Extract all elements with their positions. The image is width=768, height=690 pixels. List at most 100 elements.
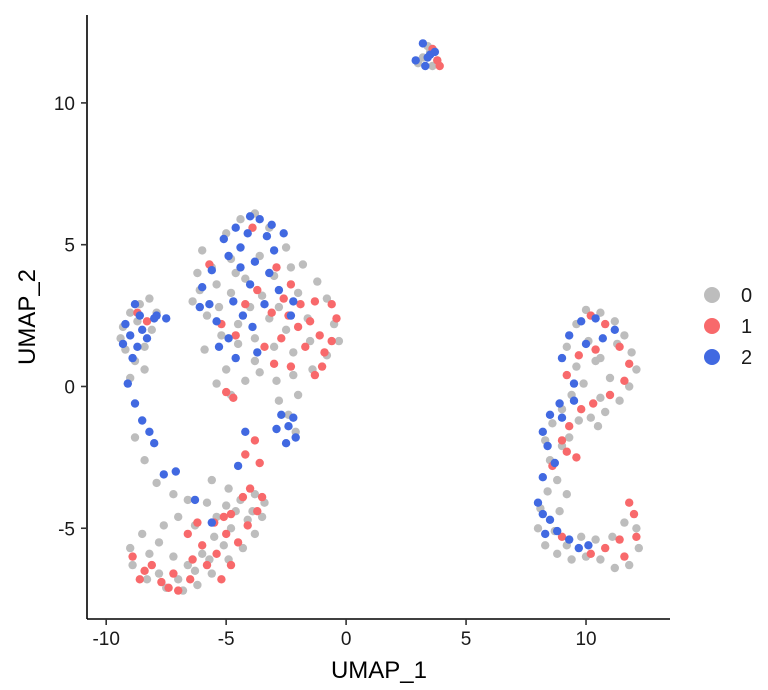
point-cluster-2 — [248, 322, 257, 332]
point-cluster-1 — [327, 300, 336, 309]
point-cluster-0 — [202, 311, 212, 320]
point-cluster-2 — [214, 342, 224, 351]
point-cluster-0 — [634, 543, 643, 553]
point-cluster-2 — [171, 467, 180, 476]
point-cluster-1 — [562, 447, 571, 456]
point-cluster-1 — [562, 370, 571, 380]
point-cluster-0 — [553, 475, 562, 485]
point-cluster-0 — [632, 524, 641, 533]
y-tick-label: 10 — [54, 94, 75, 115]
point-cluster-1 — [632, 532, 641, 541]
point-cluster-0 — [226, 288, 236, 298]
point-cluster-1 — [253, 285, 262, 295]
point-cluster-0 — [193, 580, 202, 590]
point-cluster-2 — [565, 331, 574, 340]
ticks-layer: -10 -5 0 5 10 -5 0 5 10 — [54, 94, 597, 650]
point-cluster-2 — [130, 300, 140, 309]
point-cluster-1 — [577, 405, 586, 414]
point-cluster-1 — [188, 555, 197, 564]
point-cluster-1 — [310, 370, 320, 380]
point-cluster-2 — [198, 283, 207, 292]
x-tick-label: 10 — [575, 629, 596, 650]
point-cluster-2 — [577, 317, 586, 326]
point-cluster-0 — [615, 396, 624, 405]
point-cluster-1 — [238, 492, 248, 502]
point-cluster-0 — [313, 277, 322, 286]
point-cluster-0 — [567, 555, 576, 564]
point-cluster-0 — [231, 268, 240, 278]
point-cluster-0 — [581, 305, 591, 315]
point-cluster-0 — [147, 325, 156, 334]
point-cluster-0 — [574, 416, 583, 425]
series-1 — [128, 44, 641, 595]
point-cluster-1 — [248, 223, 257, 232]
legend-swatch — [704, 287, 720, 303]
point-cluster-2 — [557, 353, 567, 363]
point-cluster-1 — [231, 331, 240, 340]
point-cluster-0 — [241, 376, 250, 385]
point-cluster-2 — [286, 311, 296, 320]
point-cluster-2 — [591, 314, 600, 323]
point-cluster-2 — [553, 526, 562, 536]
point-cluster-1 — [267, 308, 276, 317]
x-tick-label: 0 — [341, 629, 352, 650]
point-cluster-2 — [253, 348, 262, 357]
x-tick-label: -5 — [218, 629, 235, 650]
point-cluster-1 — [279, 294, 288, 303]
point-cluster-0 — [250, 356, 260, 366]
point-cluster-2 — [138, 325, 147, 334]
point-cluster-1 — [320, 348, 329, 357]
point-cluster-2 — [145, 427, 154, 436]
point-cluster-0 — [555, 507, 564, 516]
point-cluster-0 — [596, 555, 605, 564]
point-cluster-1 — [589, 399, 598, 408]
point-cluster-0 — [202, 498, 212, 507]
point-cluster-0 — [219, 541, 228, 550]
point-cluster-0 — [159, 521, 168, 530]
point-cluster-2 — [557, 413, 567, 422]
point-cluster-0 — [250, 490, 260, 499]
point-cluster-0 — [334, 336, 344, 346]
point-cluster-2 — [243, 229, 252, 238]
point-cluster-2 — [281, 439, 291, 448]
point-cluster-2 — [574, 543, 583, 553]
point-cluster-0 — [236, 215, 245, 224]
series-0 — [116, 42, 643, 595]
point-cluster-0 — [212, 280, 221, 289]
point-cluster-0 — [322, 294, 332, 303]
point-cluster-1 — [253, 507, 262, 516]
point-cluster-0 — [605, 373, 615, 383]
point-cluster-0 — [632, 365, 641, 374]
point-cluster-2 — [245, 212, 255, 221]
point-cluster-1 — [219, 512, 228, 522]
point-cluster-0 — [293, 288, 303, 298]
point-cluster-0 — [572, 362, 581, 371]
point-cluster-2 — [138, 416, 147, 425]
point-cluster-0 — [579, 379, 588, 388]
point-cluster-0 — [281, 243, 291, 252]
point-cluster-2 — [150, 439, 159, 448]
point-cluster-2 — [545, 515, 555, 524]
point-cluster-1 — [250, 436, 260, 445]
point-cluster-1 — [277, 334, 286, 343]
point-cluster-0 — [126, 543, 135, 553]
point-cluster-2 — [133, 342, 142, 351]
point-cluster-2 — [128, 353, 137, 363]
point-cluster-1 — [305, 317, 315, 326]
point-cluster-1 — [286, 362, 296, 371]
point-cluster-2 — [269, 246, 279, 255]
point-cluster-1 — [260, 342, 269, 351]
point-cluster-1 — [625, 498, 634, 507]
point-cluster-0 — [193, 268, 202, 278]
legend: 0 1 2 — [704, 285, 752, 369]
point-cluster-2 — [118, 339, 128, 349]
point-cluster-0 — [200, 345, 209, 354]
legend-label: 2 — [741, 347, 752, 369]
point-cluster-1 — [186, 575, 195, 584]
point-cluster-0 — [152, 478, 161, 488]
point-cluster-1 — [243, 521, 252, 530]
point-cluster-2 — [233, 461, 243, 471]
point-cluster-2 — [231, 353, 240, 363]
point-cluster-2 — [289, 297, 298, 306]
